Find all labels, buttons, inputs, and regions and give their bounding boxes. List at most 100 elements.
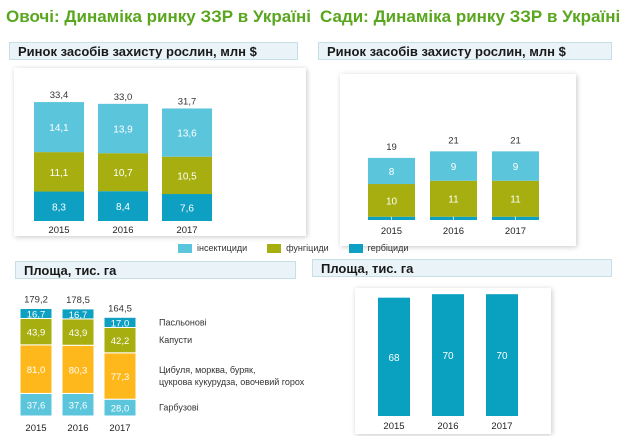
orch-area-bar-2015-площа — [378, 297, 410, 416]
legend-label-fungicides: фунгіциди — [286, 243, 329, 253]
orch-market-value-2017-фунгіциди: 11 — [510, 195, 521, 206]
veg-market-bar-2016-фунгіциди — [98, 153, 148, 192]
veg-market-total-2016: 33,0 — [114, 92, 133, 103]
legend-swatch-insecticides — [178, 243, 192, 253]
veg-market-bar-2017-інсектициди — [162, 108, 212, 157]
veg-area-value-2017-капусти: 42,2 — [111, 336, 130, 347]
orch-market-bar-2015-фунгіциди — [368, 184, 415, 217]
legend-item-herbicides: гербіциди — [348, 241, 409, 255]
orch-market-total-2015: 19 — [386, 142, 397, 153]
orch-area-chart: 68 2015 70 2016 70 2017 — [355, 288, 551, 434]
orch-market-bar-2016-фунгіциди — [430, 180, 477, 217]
veg-area-chart: 37,6 81,0 43,9 16,7 179,2 2015 37,6 80,3 43,9 16,… — [16, 282, 316, 434]
veg-area-total-2017: 164,5 — [108, 303, 132, 314]
veg-area-value-2016-капусти: 43,9 — [69, 328, 88, 339]
orch-market-bar-2017-гербіциди — [492, 216, 539, 220]
veg-area-series-label-3-0: Пасльонові — [159, 317, 207, 327]
veg-market-value-2017-інсектициди: 13,6 — [177, 129, 197, 140]
veg-area-value-2015-гарбузові: 37,6 — [27, 401, 46, 412]
orch-market-value-2016-гербіциди: 1 — [451, 214, 456, 223]
veg-area-series-label-1-1: цукрова кукурудза, овочевий горох — [159, 377, 305, 387]
veg-area-series-label-1-0: Цибуля, морква, буряк, — [159, 365, 255, 375]
orch-market-category-2016: 2016 — [443, 226, 464, 237]
veg-area-value-2016-гарбузові: 37,6 — [69, 401, 88, 412]
veg-market-value-2015-гербіциди: 8,3 — [52, 202, 66, 213]
legend-item-insecticides: інсектициди — [178, 241, 247, 255]
veg-market-bar-2017-фунгіциди — [162, 156, 212, 195]
orch-market-bar-2016-інсектициди — [430, 151, 477, 181]
veg-market-chart-title: Ринок засобів захисту рослин, млн $ — [9, 42, 298, 60]
orch-market-category-2015: 2015 — [381, 226, 402, 237]
veg-area-series-label-0-0: Гарбузові — [159, 403, 199, 413]
veg-market-bar-2016-інсектициди — [98, 103, 148, 154]
veg-market-total-2017: 31,7 — [178, 96, 197, 107]
orch-market-value-2015-інсектициди: 8 — [389, 167, 395, 178]
orch-market-bar-2017-інсектициди — [492, 151, 539, 181]
veg-market-value-2017-гербіциди: 7,6 — [180, 204, 194, 215]
orch-area-chart-title: Площа, тис. га — [312, 259, 612, 277]
orch-market-value-2017-гербіциди: 1 — [513, 214, 518, 223]
veg-market-category-2016: 2016 — [112, 225, 133, 236]
veg-market-bar-2017-гербіциди — [162, 194, 212, 221]
orch-market-bar-2016-гербіциди — [430, 216, 477, 220]
orch-market-category-2017: 2017 — [505, 226, 526, 237]
veg-area-value-2016-пасльонові: 16,7 — [69, 310, 88, 321]
veg-market-category-2015: 2015 — [48, 225, 69, 236]
veg-area-value-2015-цибуля-морква-буряк-цукрова-кукурудза-овочевий-горох: 81,0 — [27, 365, 46, 376]
orch-market-value-2015-фунгіциди: 10 — [386, 196, 398, 207]
orch-area-value-2016-площа: 70 — [442, 351, 454, 362]
orchards-title: Сади: Динаміка ринку ЗЗР в Україні — [320, 7, 621, 26]
veg-area-category-2015: 2015 — [25, 423, 46, 434]
veg-area-bar-2017-капусти — [103, 327, 137, 354]
veg-area-bar-2016-пасльонові — [61, 308, 95, 320]
legend-swatch-fungicides — [267, 243, 282, 253]
orch-market-value-2015-гербіциди: 1 — [389, 214, 394, 223]
veg-area-value-2015-пасльонові: 16,7 — [27, 309, 46, 320]
legend: інсектициди фунгіциди гербіциди — [178, 241, 408, 255]
orch-market-total-2017: 21 — [510, 135, 521, 146]
orch-area-category-2016: 2016 — [437, 421, 458, 432]
legend-label-herbicides: гербіциди — [367, 243, 409, 253]
orch-area-bar-2017-площа — [486, 294, 518, 416]
veg-area-series-label-2-0: Капусти — [159, 335, 192, 345]
orch-area-bar-2016-площа — [432, 294, 464, 416]
orch-market-value-2017-інсектициди: 9 — [513, 162, 519, 173]
veg-area-bar-2015-цибуля-морква-буряк-цукрова-кукурудза-овочевий-горох — [19, 344, 53, 394]
veg-area-category-2016: 2016 — [67, 423, 88, 434]
veg-area-value-2015-капусти: 43,9 — [27, 328, 46, 339]
veg-market-value-2015-інсектициди: 14,1 — [49, 123, 69, 134]
veg-market-bar-2015-інсектициди — [34, 102, 84, 153]
veg-area-bar-2017-цибуля-морква-буряк-цукрова-кукурудза-овочевий-горох — [103, 352, 137, 400]
orch-area-value-2015-площа: 68 — [388, 353, 400, 364]
veg-area-value-2017-гарбузові: 28,0 — [111, 404, 130, 415]
orch-market-total-2016: 21 — [448, 135, 459, 146]
legend-label-insecticides: інсектициди — [197, 243, 248, 253]
veg-market-total-2015: 33,4 — [50, 90, 69, 101]
veg-market-value-2016-фунгіциди: 10,7 — [113, 168, 133, 179]
orch-market-value-2016-фунгіциди: 11 — [448, 195, 459, 206]
veg-market-category-2017: 2017 — [176, 225, 197, 236]
veg-market-bar-2015-гербіциди — [34, 191, 84, 221]
veg-market-value-2015-фунгіциди: 11,1 — [50, 168, 69, 179]
orch-market-bar-2015-гербіциди — [368, 216, 415, 220]
orch-market-bar-2017-фунгіциди — [492, 180, 539, 217]
veg-area-bar-2017-пасльонові — [103, 316, 137, 328]
orch-market-chart: 1 10 8 19 2015 1 11 9 21 2016 1 11 9 21 2017 — [340, 74, 576, 246]
veg-market-chart: 8,3 11,1 14,1 33,4 2015 8,4 10,7 13,9 33,0 2016 7,… — [14, 68, 306, 236]
veg-area-chart-title: Площа, тис. га — [15, 261, 296, 279]
vegetables-title: Овочі: Динаміка ринку ЗЗР в Україні — [6, 7, 312, 26]
legend-item-fungicides: фунгіциди — [267, 241, 329, 255]
veg-market-bar-2016-гербіциди — [98, 191, 148, 221]
orch-area-category-2017: 2017 — [491, 421, 512, 432]
veg-market-value-2016-інсектициди: 13,9 — [113, 125, 133, 136]
orch-market-value-2016-інсектициди: 9 — [451, 162, 457, 173]
veg-area-category-2017: 2017 — [109, 423, 130, 434]
veg-market-value-2017-фунгіциди: 10,5 — [177, 171, 197, 182]
veg-area-bar-2016-капусти — [61, 318, 95, 346]
veg-area-bar-2015-пасльонові — [19, 307, 53, 319]
orch-area-category-2015: 2015 — [383, 421, 404, 432]
veg-area-value-2016-цибуля-морква-буряк-цукрова-кукурудза-овочевий-горох: 80,3 — [69, 365, 88, 376]
veg-area-value-2017-пасльонові: 17,0 — [111, 318, 130, 329]
veg-market-value-2016-гербіциди: 8,4 — [116, 202, 130, 213]
veg-area-total-2015: 179,2 — [24, 294, 48, 305]
